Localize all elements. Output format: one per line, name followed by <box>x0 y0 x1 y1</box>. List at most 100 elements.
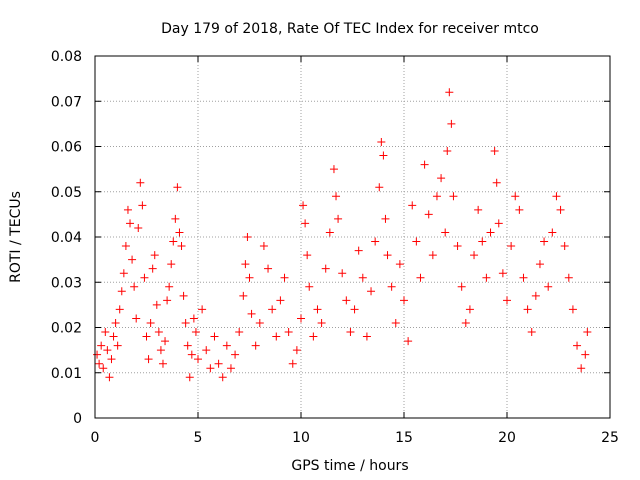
data-point <box>544 282 553 291</box>
data-point <box>109 332 118 341</box>
data-point <box>247 309 256 318</box>
data-point <box>218 373 227 382</box>
data-point <box>474 205 483 214</box>
data-point <box>507 242 516 251</box>
data-point <box>391 318 400 327</box>
data-point <box>367 287 376 296</box>
data-point <box>329 165 338 174</box>
data-point <box>540 237 549 246</box>
data-point <box>523 305 532 314</box>
data-point <box>280 273 289 282</box>
data-point <box>334 214 343 223</box>
x-tick-label: 10 <box>292 430 310 446</box>
data-point <box>395 260 404 269</box>
data-point <box>301 219 310 228</box>
data-point <box>158 359 167 368</box>
data-point <box>375 183 384 192</box>
data-point <box>276 296 285 305</box>
data-point <box>167 260 176 269</box>
data-point <box>445 88 454 97</box>
data-point <box>115 305 124 314</box>
y-tick-label: 0.04 <box>51 230 82 246</box>
data-point <box>132 314 141 323</box>
data-point <box>420 160 429 169</box>
data-point <box>428 251 437 260</box>
data-point <box>179 291 188 300</box>
data-point <box>325 228 334 237</box>
data-point <box>317 318 326 327</box>
y-tick-label: 0.07 <box>51 94 82 110</box>
data-point <box>581 350 590 359</box>
x-axis-label: GPS time / hours <box>291 458 408 474</box>
data-point <box>194 355 202 364</box>
data-point <box>519 273 528 282</box>
data-point <box>461 318 470 327</box>
data-point <box>241 260 250 269</box>
data-point <box>288 359 297 368</box>
data-point <box>140 273 149 282</box>
data-point <box>181 318 190 327</box>
data-point <box>259 242 268 251</box>
data-point <box>239 291 248 300</box>
y-tick-label: 0.01 <box>51 366 82 382</box>
data-point <box>189 314 198 323</box>
data-point <box>144 355 153 364</box>
data-point <box>338 269 347 278</box>
data-point <box>313 305 322 314</box>
y-tick-label: 0.03 <box>51 275 82 291</box>
data-point <box>268 305 277 314</box>
data-point <box>93 350 102 359</box>
x-tick-label: 15 <box>395 430 413 446</box>
data-point <box>478 237 487 246</box>
y-tick-label: 0.08 <box>51 49 82 65</box>
data-point <box>146 318 155 327</box>
x-axis-ticks: 0 5 10 15 20 25 <box>91 56 619 446</box>
data-point <box>381 214 390 223</box>
data-point <box>235 328 244 337</box>
data-point <box>577 364 586 373</box>
data-point <box>126 219 135 228</box>
x-tick-label: 20 <box>498 430 516 446</box>
data-point <box>432 192 441 201</box>
data-point <box>560 242 569 251</box>
data-point <box>515 205 524 214</box>
data-point <box>498 269 507 278</box>
data-point <box>548 228 557 237</box>
data-point <box>482 273 491 282</box>
data-point <box>490 147 499 156</box>
data-point <box>568 305 577 314</box>
data-point <box>191 328 200 337</box>
data-point <box>441 228 450 237</box>
data-point <box>142 332 151 341</box>
data-point <box>535 260 544 269</box>
data-point <box>346 328 355 337</box>
data-point <box>97 341 106 350</box>
data-point <box>128 255 137 264</box>
data-point <box>332 192 341 201</box>
data-point <box>272 332 281 341</box>
data-point <box>447 119 456 128</box>
data-point <box>354 246 363 255</box>
data-point <box>573 341 582 350</box>
data-point <box>231 350 240 359</box>
data-point <box>362 332 371 341</box>
data-point <box>486 228 495 237</box>
data-point <box>251 341 260 350</box>
data-point <box>206 364 215 373</box>
data-point <box>583 328 592 337</box>
data-point <box>350 305 359 314</box>
data-point <box>531 291 540 300</box>
x-tick-label: 5 <box>194 430 203 446</box>
data-point <box>198 305 207 314</box>
data-point <box>171 214 180 223</box>
data-point <box>169 237 178 246</box>
data-point <box>437 174 446 183</box>
data-point <box>123 205 132 214</box>
data-point <box>284 328 293 337</box>
data-point <box>292 346 301 355</box>
data-points <box>93 88 592 382</box>
data-point <box>387 282 396 291</box>
data-point <box>303 251 312 260</box>
data-point <box>156 346 165 355</box>
data-point <box>150 251 159 260</box>
